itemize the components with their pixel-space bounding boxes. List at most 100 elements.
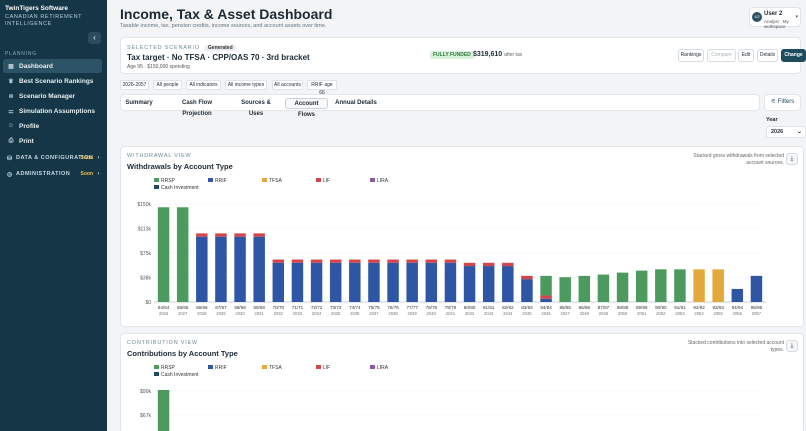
bar-lif-2029[interactable] — [215, 233, 227, 237]
legend-swatch-lira — [370, 365, 375, 369]
compare-button[interactable]: Compare — [707, 49, 736, 62]
change-button[interactable]: Change — [781, 49, 806, 62]
bar-lif-2046[interactable] — [540, 295, 552, 299]
bar-rrif-2034[interactable] — [310, 262, 323, 302]
bar-rrsp-2047[interactable] — [559, 277, 571, 302]
edit-button[interactable]: Edit — [738, 49, 754, 62]
bar-rrsp-2046[interactable] — [540, 275, 552, 296]
filter-chip-all-people[interactable]: All people — [153, 80, 182, 90]
soon-badge: Soon — [80, 155, 94, 161]
bar-lif-2040[interactable] — [425, 259, 438, 263]
soon-badge: Soon — [80, 171, 94, 177]
bar-lif-2043[interactable] — [482, 262, 495, 267]
bar-rrif-2028[interactable] — [196, 236, 208, 302]
collapse-sidebar-button[interactable]: ‹ — [88, 32, 101, 44]
bar-rrif-2036[interactable] — [349, 262, 361, 302]
bar-lif-2031[interactable] — [253, 233, 265, 237]
bar-tfsa-2055[interactable] — [712, 269, 724, 302]
download-icon[interactable]: ⤓ — [786, 153, 798, 165]
y-tick-label: $75k — [140, 251, 151, 257]
legend-label-lira: LIRA — [377, 178, 389, 184]
bar-rrif-2057[interactable] — [750, 275, 763, 302]
sidebar-item-scenario-manager[interactable]: ≋ Scenario Manager — [3, 89, 102, 103]
bar-rrif-2042[interactable] — [463, 266, 476, 302]
bar-lif-2028[interactable] — [196, 233, 208, 237]
bar-lif-2041[interactable] — [444, 259, 457, 263]
bar-rrsp-2027[interactable] — [176, 207, 189, 302]
bar-lif-2039[interactable] — [406, 259, 418, 263]
tab-annual-details[interactable]: Annual Details — [335, 100, 377, 106]
bar-lif-2030[interactable] — [234, 233, 246, 237]
bar-rrsp-2053[interactable] — [674, 269, 686, 302]
bar-lif-2032[interactable] — [272, 259, 285, 263]
filter-chip-all-income-types[interactable]: All income types — [225, 80, 267, 90]
sidebar-item-simulation-assumptions[interactable]: ⚌ Simulation Assumptions — [3, 104, 102, 118]
tab-account-flows[interactable]: Account Flows — [285, 98, 328, 118]
bar-lif-2037[interactable] — [368, 259, 380, 263]
bar-rrif-2040[interactable] — [425, 262, 438, 302]
legend-swatch-cash-investment — [154, 185, 159, 189]
bar-tfsa-2054[interactable] — [693, 269, 705, 302]
bar-rrsp-2048[interactable] — [578, 275, 591, 302]
bar-lif-2036[interactable] — [349, 259, 361, 263]
bar-rrif-2030[interactable] — [234, 236, 246, 302]
filters-button[interactable]: ⚟ Filters — [764, 94, 801, 111]
bar-rrif-2031[interactable] — [253, 236, 265, 302]
bar-rrsp-2050[interactable] — [616, 272, 629, 302]
x-tick-label: 69/69 — [253, 305, 265, 310]
legend-label-tfsa: TFSA — [269, 178, 282, 184]
year-select[interactable]: 2026 ⌄ — [766, 126, 806, 138]
filter-chip-2026-2057[interactable]: 2026-2057 — [120, 80, 149, 90]
y-tick-label: $67k — [140, 413, 151, 419]
filter-chip-rrif-age-66[interactable]: RRIF age 66 — [307, 80, 337, 96]
x-tick-label: 70/70 — [273, 305, 285, 310]
bar-rrif-2044[interactable] — [502, 266, 514, 302]
bar-lif-2045[interactable] — [521, 275, 533, 280]
bar-rrsp-2052[interactable] — [655, 269, 667, 302]
x-tick-label: 78/78 — [426, 305, 438, 310]
sidebar-item-best-scenario-rankings[interactable]: ♛ Best Scenario Rankings — [3, 74, 102, 88]
bar-lif-2038[interactable] — [387, 259, 399, 263]
rankings-button[interactable]: Rankings — [678, 49, 704, 62]
tab-summary[interactable]: Summary — [125, 100, 153, 106]
tab-sources-uses[interactable]: Sources & Uses — [241, 100, 271, 117]
sidebar-item-profile[interactable]: ☺ Profile — [3, 119, 102, 133]
bar-rrif-2039[interactable] — [406, 262, 418, 302]
bar-rrif-2035[interactable] — [329, 262, 342, 302]
bar-lif-2042[interactable] — [463, 262, 476, 267]
sidebar-item-print[interactable]: ⎙ Print — [3, 134, 102, 148]
tab-cash-flow-projection[interactable]: Cash Flow Projection — [181, 100, 212, 117]
filter-chip-all-indicators[interactable]: All indicators — [186, 80, 221, 90]
bar-rrsp-2026[interactable] — [157, 207, 170, 302]
sidebar-item-dashboard[interactable]: ▦ Dashboard — [3, 59, 102, 73]
bar-rrif-2045[interactable] — [521, 279, 533, 302]
bar-lif-2033[interactable] — [291, 259, 304, 263]
bar-rrif-2037[interactable] — [368, 262, 380, 302]
x-tick-label: 72/72 — [311, 305, 323, 310]
filter-chip-all-accounts[interactable]: All accounts — [272, 80, 303, 90]
details-button[interactable]: Details — [757, 49, 778, 62]
x-tick-label: 75/75 — [368, 305, 380, 310]
bar-rrif-2041[interactable] — [444, 262, 457, 302]
bar-rrif-2038[interactable] — [387, 262, 399, 302]
x-tick-label: 94/94 — [732, 305, 744, 310]
bar-rrif-2056[interactable] — [731, 288, 744, 302]
bar-lif-2044[interactable] — [502, 262, 514, 267]
bar-rrsp-2049[interactable] — [597, 274, 610, 302]
bar-rrif-2043[interactable] — [482, 266, 495, 302]
bar-rrif-2029[interactable] — [215, 236, 227, 302]
sidebar-item-label: Scenario Manager — [19, 92, 75, 100]
sliders-icon: ⚌ — [8, 108, 14, 115]
bar-rrif-2032[interactable] — [272, 262, 285, 302]
user-menu[interactable]: U2 User 2 Analyst · My workspace ▾ — [749, 7, 801, 29]
bar-lif-2035[interactable] — [329, 259, 342, 263]
bar-rrif-2033[interactable] — [291, 262, 304, 302]
bar-rrsp-2026[interactable] — [157, 390, 170, 431]
download-icon[interactable]: ⤓ — [786, 340, 798, 352]
bar-rrsp-2051[interactable] — [635, 270, 648, 302]
sidebar-group-data-configuration[interactable]: ⛁ DATA & CONFIGURATION Soon › — [3, 152, 102, 164]
withdrawal-note: Stacked gross withdrawals from selected … — [693, 153, 784, 166]
sidebar-group-administration[interactable]: ◎ ADMINISTRATION Soon › — [3, 168, 102, 180]
bar-lif-2034[interactable] — [310, 259, 323, 263]
bar-rrif-2046[interactable] — [540, 298, 552, 302]
